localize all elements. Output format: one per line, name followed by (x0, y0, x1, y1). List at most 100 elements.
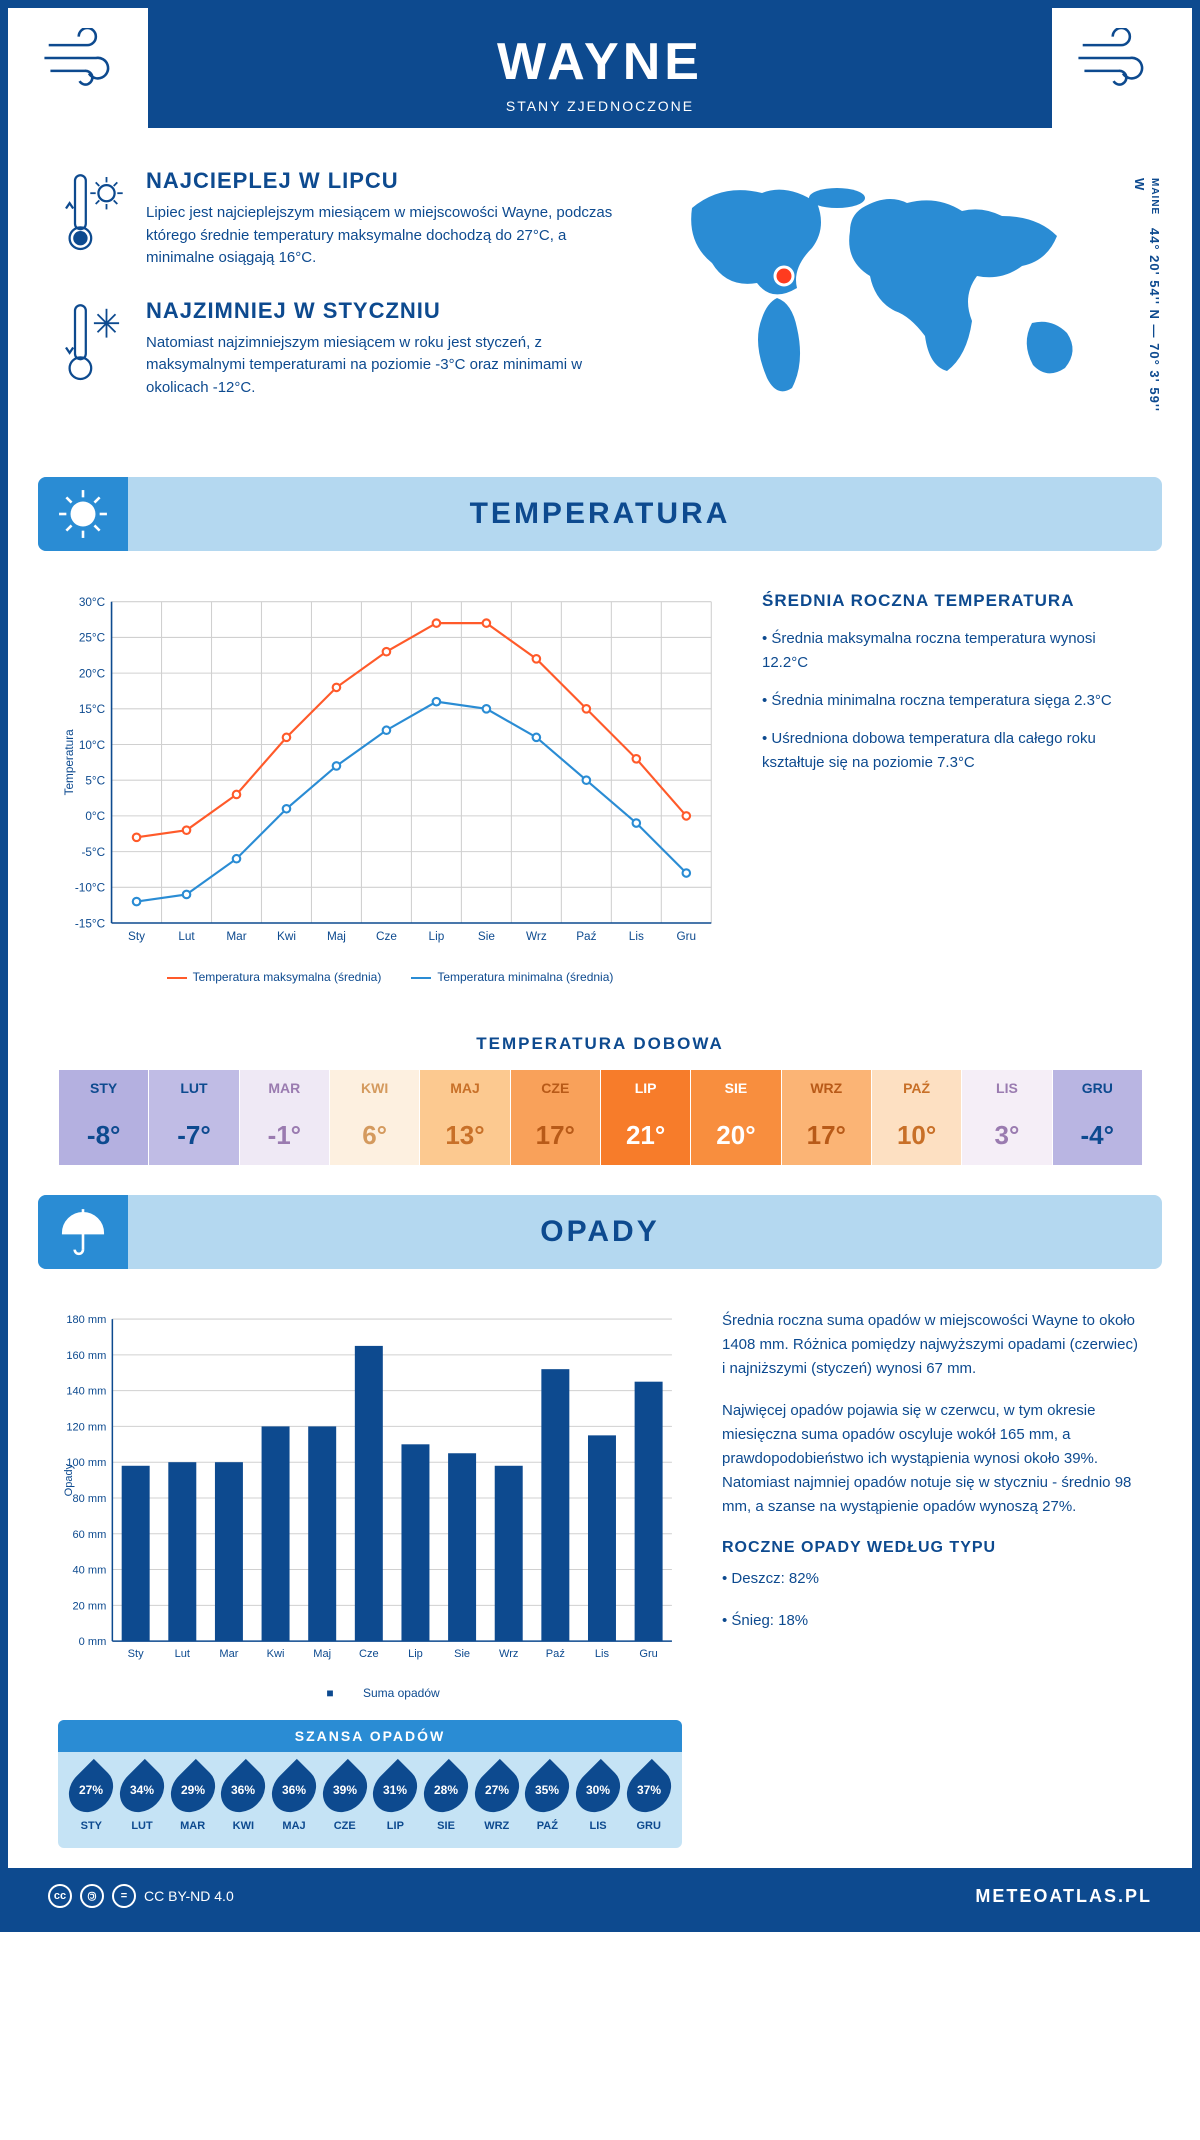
svg-text:Lip: Lip (408, 1648, 423, 1660)
page-title: WAYNE (148, 32, 1052, 92)
daily-month: WRZ (782, 1070, 871, 1106)
precipitation-header: OPADY (38, 1195, 1162, 1269)
temp-bullet: • Uśredniona dobowa temperatura dla całe… (762, 727, 1142, 775)
daily-value: -4° (1053, 1106, 1142, 1165)
umbrella-icon (38, 1195, 128, 1269)
world-map (662, 168, 1142, 408)
svg-text:-5°C: -5°C (81, 846, 105, 859)
chance-item: 31%LIP (370, 1766, 421, 1832)
svg-text:140 mm: 140 mm (66, 1386, 106, 1398)
warmest-title: NAJCIEPLEJ W LIPCU (146, 168, 632, 194)
daily-value: 6° (330, 1106, 419, 1165)
daily-month: GRU (1053, 1070, 1142, 1106)
precip-left: 0 mm20 mm40 mm60 mm80 mm100 mm120 mm140 … (58, 1309, 682, 1848)
license-block: cc 🄯 = CC BY-ND 4.0 (48, 1884, 234, 1908)
svg-text:120 mm: 120 mm (66, 1422, 106, 1434)
svg-text:Maj: Maj (313, 1648, 331, 1660)
svg-text:Sie: Sie (478, 930, 495, 943)
svg-text:30°C: 30°C (79, 596, 106, 609)
page-root: WAYNE STANY ZJEDNOCZONE NAJCIEPLEJ W LIP… (0, 0, 1200, 1932)
coldest-desc: Natomiast najzimniejszym miesiącem w rok… (146, 332, 632, 400)
drop-icon: 37% (618, 1759, 680, 1821)
precip-legend: ■ Suma opadów (58, 1686, 682, 1700)
daily-month: MAR (240, 1070, 329, 1106)
daily-temp-title: TEMPERATURA DOBOWA (8, 1034, 1192, 1054)
drop-icon: 34% (111, 1759, 173, 1821)
daily-value: -8° (59, 1106, 148, 1165)
svg-text:5°C: 5°C (85, 774, 105, 787)
drop-icon: 35% (516, 1759, 578, 1821)
svg-text:Temperatura: Temperatura (63, 729, 76, 796)
daily-value: 3° (962, 1106, 1051, 1165)
chance-month: LIP (370, 1820, 421, 1832)
site-name: METEOATLAS.PL (975, 1886, 1152, 1907)
legend-max: Temperatura maksymalna (średnia) (167, 970, 382, 984)
daily-value: 17° (782, 1106, 871, 1165)
temperature-header: TEMPERATURA (38, 477, 1162, 551)
chance-month: LUT (117, 1820, 168, 1832)
svg-text:Lip: Lip (429, 930, 445, 943)
chance-month: CZE (319, 1820, 370, 1832)
header-wrap: WAYNE STANY ZJEDNOCZONE (8, 8, 1192, 128)
drop-icon: 36% (212, 1759, 274, 1821)
daily-month: MAJ (420, 1070, 509, 1106)
chance-item: 36%MAJ (269, 1766, 320, 1832)
svg-text:10°C: 10°C (79, 739, 106, 752)
daily-col: STY-8° (58, 1070, 148, 1165)
drop-icon: 39% (314, 1759, 376, 1821)
cc-icon: cc (48, 1884, 72, 1908)
daily-value: 10° (872, 1106, 961, 1165)
svg-text:Cze: Cze (359, 1648, 379, 1660)
chance-item: 39%CZE (319, 1766, 370, 1832)
chance-item: 36%KWI (218, 1766, 269, 1832)
temp-legend: Temperatura maksymalna (średnia) Tempera… (58, 970, 722, 984)
drop-icon: 29% (162, 1759, 224, 1821)
svg-text:Lut: Lut (178, 930, 195, 943)
temp-bullet: • Średnia maksymalna roczna temperatura … (762, 627, 1142, 675)
chance-item: 27%STY (66, 1766, 117, 1832)
svg-text:40 mm: 40 mm (73, 1565, 107, 1577)
svg-text:Mar: Mar (219, 1648, 238, 1660)
coldest-text: NAJZIMNIEJ W STYCZNIU Natomiast najzimni… (146, 298, 632, 400)
svg-text:Maj: Maj (327, 930, 346, 943)
svg-text:180 mm: 180 mm (66, 1314, 106, 1326)
daily-col: WRZ17° (781, 1070, 871, 1165)
coldest-title: NAJZIMNIEJ W STYCZNIU (146, 298, 632, 324)
legend-sum: ■ Suma opadów (300, 1686, 439, 1700)
precip-text: Średnia roczna suma opadów w miejscowośc… (722, 1309, 1142, 1848)
daily-month: STY (59, 1070, 148, 1106)
svg-text:-10°C: -10°C (75, 882, 106, 895)
temperature-chart: -15°C-10°C-5°C0°C5°C10°C15°C20°C25°C30°C… (58, 591, 722, 984)
daily-value: -1° (240, 1106, 329, 1165)
license-text: CC BY-ND 4.0 (144, 1888, 234, 1904)
svg-text:80 mm: 80 mm (73, 1493, 107, 1505)
daily-value: 17° (511, 1106, 600, 1165)
svg-text:0 mm: 0 mm (79, 1636, 107, 1648)
wind-icon (38, 28, 128, 88)
sun-icon (38, 477, 128, 551)
svg-text:60 mm: 60 mm (73, 1529, 107, 1541)
legend-min: Temperatura minimalna (średnia) (411, 970, 613, 984)
svg-text:Mar: Mar (226, 930, 246, 943)
intro-section: NAJCIEPLEJ W LIPCU Lipiec jest najcieple… (8, 128, 1192, 457)
precip-p2: Najwięcej opadów pojawia się w czerwcu, … (722, 1399, 1142, 1519)
daily-col: KWI6° (329, 1070, 419, 1165)
svg-text:-15°C: -15°C (75, 917, 106, 930)
svg-text:Cze: Cze (376, 930, 397, 943)
daily-col: PAŹ10° (871, 1070, 961, 1165)
svg-text:Paź: Paź (576, 930, 596, 943)
precipitation-body: 0 mm20 mm40 mm60 mm80 mm100 mm120 mm140 … (8, 1289, 1192, 1868)
chance-month: SIE (421, 1820, 472, 1832)
svg-text:Opady: Opady (63, 1463, 75, 1496)
chance-item: 29%MAR (167, 1766, 218, 1832)
svg-text:Gru: Gru (639, 1648, 657, 1660)
avg-temp-title: ŚREDNIA ROCZNA TEMPERATURA (762, 591, 1142, 611)
chance-month: MAJ (269, 1820, 320, 1832)
daily-col: LUT-7° (148, 1070, 238, 1165)
svg-text:Sty: Sty (128, 930, 145, 943)
footer: cc 🄯 = CC BY-ND 4.0 METEOATLAS.PL (8, 1868, 1192, 1924)
chance-month: LIS (573, 1820, 624, 1832)
warmest-text: NAJCIEPLEJ W LIPCU Lipiec jest najcieple… (146, 168, 632, 270)
intro-text-column: NAJCIEPLEJ W LIPCU Lipiec jest najcieple… (58, 168, 632, 427)
page-subtitle: STANY ZJEDNOCZONE (148, 98, 1052, 114)
